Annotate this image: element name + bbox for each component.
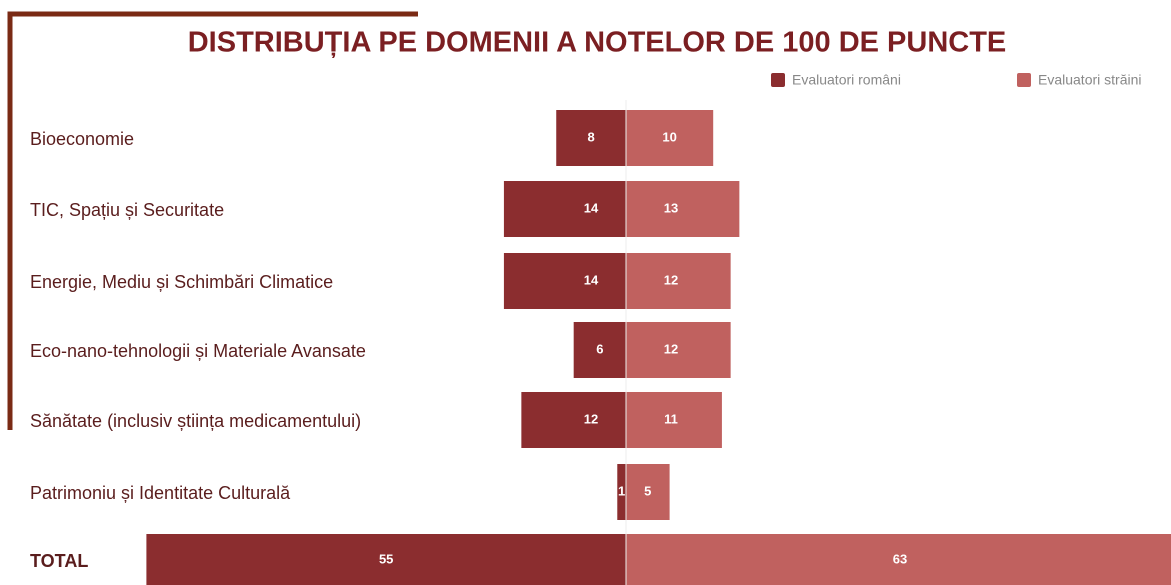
legend-swatch — [771, 73, 785, 87]
bar — [626, 253, 731, 309]
legend-label: Evaluatori străini — [1038, 72, 1142, 88]
bar — [626, 181, 740, 237]
legend-label: Evaluatori români — [792, 72, 901, 88]
value-label: 12 — [664, 272, 678, 287]
value-label: 5 — [644, 483, 651, 498]
category-label: Energie, Mediu și Schimbări Climatice — [30, 272, 333, 292]
category-label: Sănătate (inclusiv știința medicamentulu… — [30, 411, 361, 431]
value-label: 6 — [596, 341, 603, 356]
bar — [503, 253, 626, 309]
bar — [626, 534, 1171, 585]
bar — [146, 534, 626, 585]
bar — [626, 464, 670, 520]
bar — [626, 322, 731, 378]
value-label: 55 — [379, 551, 393, 566]
category-label: Eco-nano-tehnologii și Materiale Avansat… — [30, 341, 366, 361]
total-label: TOTAL — [30, 551, 88, 571]
value-label: 14 — [584, 200, 599, 215]
bar — [503, 181, 626, 237]
value-label: 10 — [662, 129, 676, 144]
value-label: 12 — [664, 341, 678, 356]
bar — [626, 110, 714, 166]
bar — [521, 392, 626, 448]
category-label: Patrimoniu și Identitate Culturală — [30, 483, 291, 503]
value-label: 12 — [584, 411, 598, 426]
bar — [556, 110, 626, 166]
value-label: 13 — [664, 200, 678, 215]
bar — [626, 392, 722, 448]
category-label: TIC, Spațiu și Securitate — [30, 200, 224, 220]
frame-decoration — [7, 11, 418, 430]
value-label: 14 — [584, 272, 599, 287]
chart-title: DISTRIBUȚIA PE DOMENII A NOTELOR DE 100 … — [188, 27, 1007, 59]
value-label: 8 — [588, 129, 595, 144]
legend-swatch — [1017, 73, 1031, 87]
value-label: 1 — [618, 483, 625, 498]
bar — [617, 464, 626, 520]
value-label: 63 — [893, 551, 907, 566]
bar — [573, 322, 626, 378]
category-label: Bioeconomie — [30, 129, 134, 149]
value-label: 11 — [664, 411, 678, 426]
